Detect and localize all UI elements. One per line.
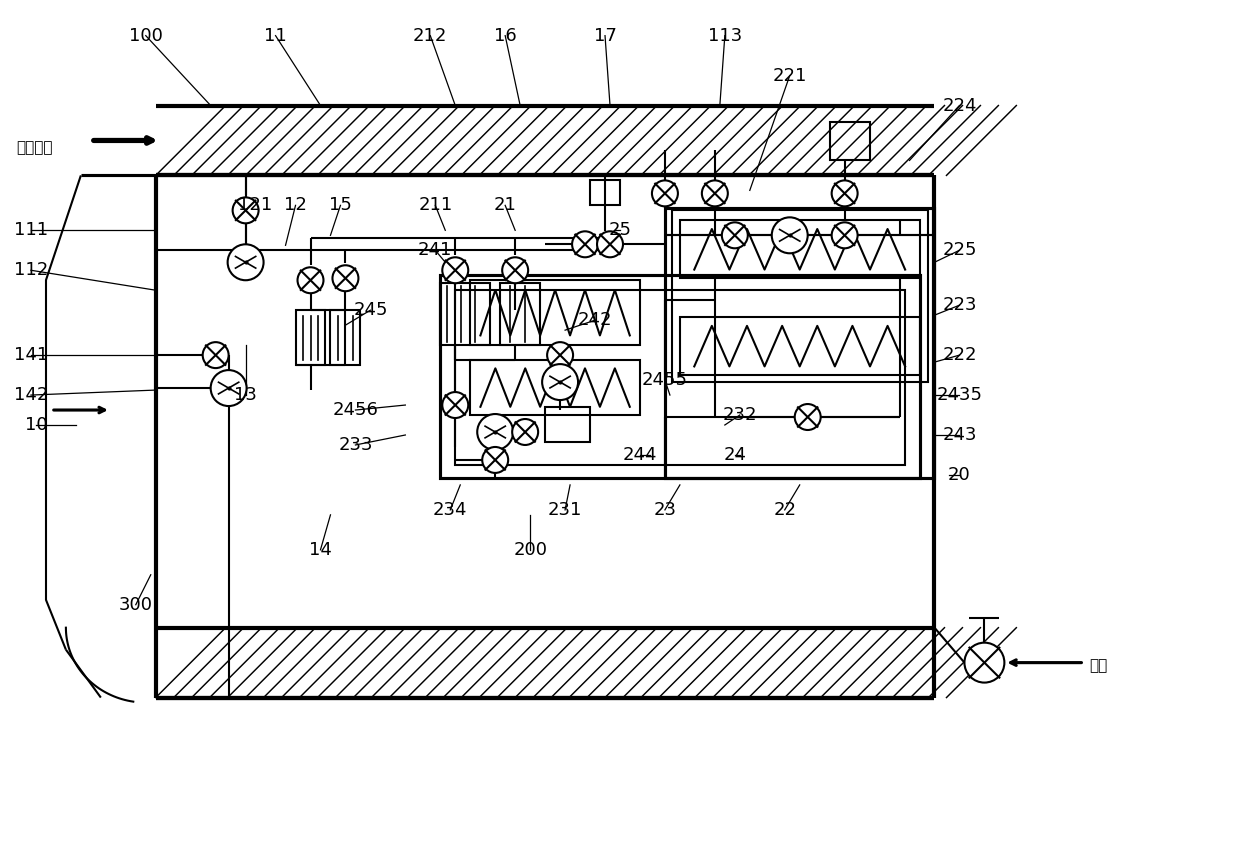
Circle shape: [596, 231, 622, 257]
Circle shape: [512, 419, 538, 445]
Circle shape: [477, 414, 513, 450]
Bar: [470, 280, 640, 345]
Text: 2456: 2456: [332, 401, 378, 419]
Text: 113: 113: [708, 27, 742, 45]
Circle shape: [211, 370, 247, 406]
Text: 232: 232: [723, 406, 758, 424]
Circle shape: [832, 223, 858, 249]
Text: 22: 22: [774, 501, 796, 519]
Text: 17: 17: [594, 27, 616, 45]
Text: 24: 24: [723, 446, 746, 464]
Bar: [680, 317, 920, 375]
Text: 20: 20: [949, 466, 971, 484]
Text: 14: 14: [309, 541, 332, 559]
Bar: [440, 275, 920, 478]
Bar: [470, 360, 640, 415]
Bar: [295, 310, 325, 366]
Text: 16: 16: [494, 27, 517, 45]
Circle shape: [652, 181, 678, 206]
Text: 112: 112: [14, 261, 48, 280]
Text: 224: 224: [942, 96, 977, 114]
Text: 243: 243: [942, 426, 977, 444]
Text: 300: 300: [119, 596, 153, 614]
Text: 11: 11: [264, 27, 286, 45]
Text: 23: 23: [653, 501, 677, 519]
Text: 111: 111: [14, 221, 48, 239]
Text: 231: 231: [548, 501, 583, 519]
Text: 15: 15: [329, 196, 352, 214]
Text: 221: 221: [773, 66, 807, 84]
Text: 氧气: 氧气: [1089, 659, 1107, 673]
Bar: [665, 208, 935, 478]
Bar: [331, 310, 361, 366]
Circle shape: [332, 265, 358, 292]
Circle shape: [443, 392, 469, 418]
Bar: [672, 211, 928, 382]
Text: 13: 13: [234, 386, 257, 404]
Bar: [440, 283, 490, 345]
Text: 142: 142: [14, 386, 48, 404]
Text: 2435: 2435: [936, 386, 982, 404]
Text: 241: 241: [418, 242, 453, 260]
Circle shape: [502, 257, 528, 283]
Text: 100: 100: [129, 27, 162, 45]
Circle shape: [202, 342, 228, 368]
Circle shape: [542, 364, 578, 400]
Text: 234: 234: [433, 501, 467, 519]
Text: 200: 200: [513, 541, 547, 559]
Circle shape: [547, 342, 573, 368]
Text: 245: 245: [353, 301, 388, 319]
Circle shape: [572, 231, 598, 257]
Text: 12: 12: [284, 196, 308, 214]
Bar: [500, 283, 541, 345]
Circle shape: [298, 267, 324, 293]
Text: 121: 121: [238, 196, 273, 214]
Text: 233: 233: [339, 436, 373, 454]
Text: 10: 10: [25, 416, 47, 434]
Circle shape: [832, 181, 858, 206]
Bar: [830, 122, 869, 161]
Text: 25: 25: [609, 221, 631, 239]
Text: 212: 212: [413, 27, 448, 45]
Circle shape: [228, 244, 264, 280]
Circle shape: [965, 642, 1004, 683]
Text: 211: 211: [418, 196, 453, 214]
Circle shape: [443, 257, 469, 283]
Bar: [546, 407, 590, 442]
Bar: [590, 181, 620, 206]
Text: 244: 244: [622, 446, 657, 464]
Circle shape: [702, 181, 728, 206]
Text: 高温烟气: 高温烟气: [16, 140, 52, 156]
Text: 21: 21: [494, 196, 517, 214]
Bar: [680, 220, 920, 279]
Text: 225: 225: [942, 242, 977, 260]
Text: 242: 242: [578, 311, 613, 329]
Circle shape: [482, 447, 508, 473]
Text: 2455: 2455: [642, 371, 688, 389]
Bar: [455, 290, 904, 465]
Circle shape: [795, 404, 821, 430]
Text: 222: 222: [942, 346, 977, 364]
Circle shape: [771, 218, 807, 254]
Text: 141: 141: [14, 346, 48, 364]
Text: 223: 223: [942, 296, 977, 314]
Circle shape: [722, 223, 748, 249]
Circle shape: [233, 198, 259, 224]
